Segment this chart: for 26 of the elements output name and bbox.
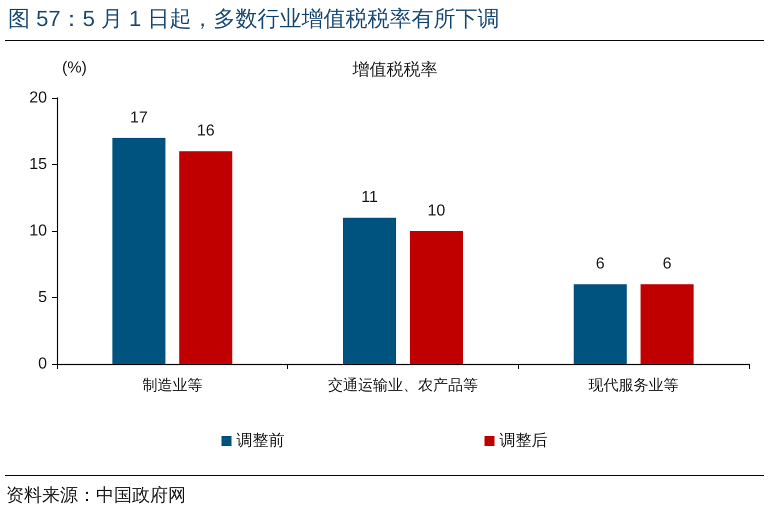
data-label: 6 — [596, 256, 605, 273]
bar — [410, 231, 463, 364]
bar — [343, 218, 396, 364]
x-tick-label: 交通运输业、农产品等 — [328, 377, 478, 394]
data-label: 17 — [130, 109, 148, 126]
chart-title: 图 57：5 月 1 日起，多数行业增值税税率有所下调 — [8, 5, 500, 33]
y-tick-label: 5 — [38, 289, 48, 306]
legend-label: 调整前 — [236, 432, 284, 450]
y-tick-label: 15 — [29, 156, 48, 173]
y-tick-label: 0 — [38, 356, 48, 372]
y-tick-label: 20 — [29, 90, 48, 106]
data-label: 16 — [196, 122, 215, 140]
x-tick-label: 现代服务业等 — [588, 377, 679, 394]
y-axis-title: (%) — [62, 60, 87, 76]
legend-label: 调整后 — [500, 432, 548, 450]
bar — [179, 151, 232, 364]
chart-subtitle: 增值税税率 — [352, 60, 438, 79]
text: 资料来源：中国政府网 — [6, 484, 186, 507]
data-label: 11 — [361, 189, 378, 206]
x-tick-label: 制造业等 — [142, 377, 202, 394]
y-tick-label: 10 — [29, 222, 48, 240]
bar — [574, 284, 627, 364]
data-label: 6 — [662, 256, 672, 273]
data-label: 10 — [428, 202, 446, 220]
bar — [640, 284, 694, 364]
bar — [112, 138, 166, 364]
